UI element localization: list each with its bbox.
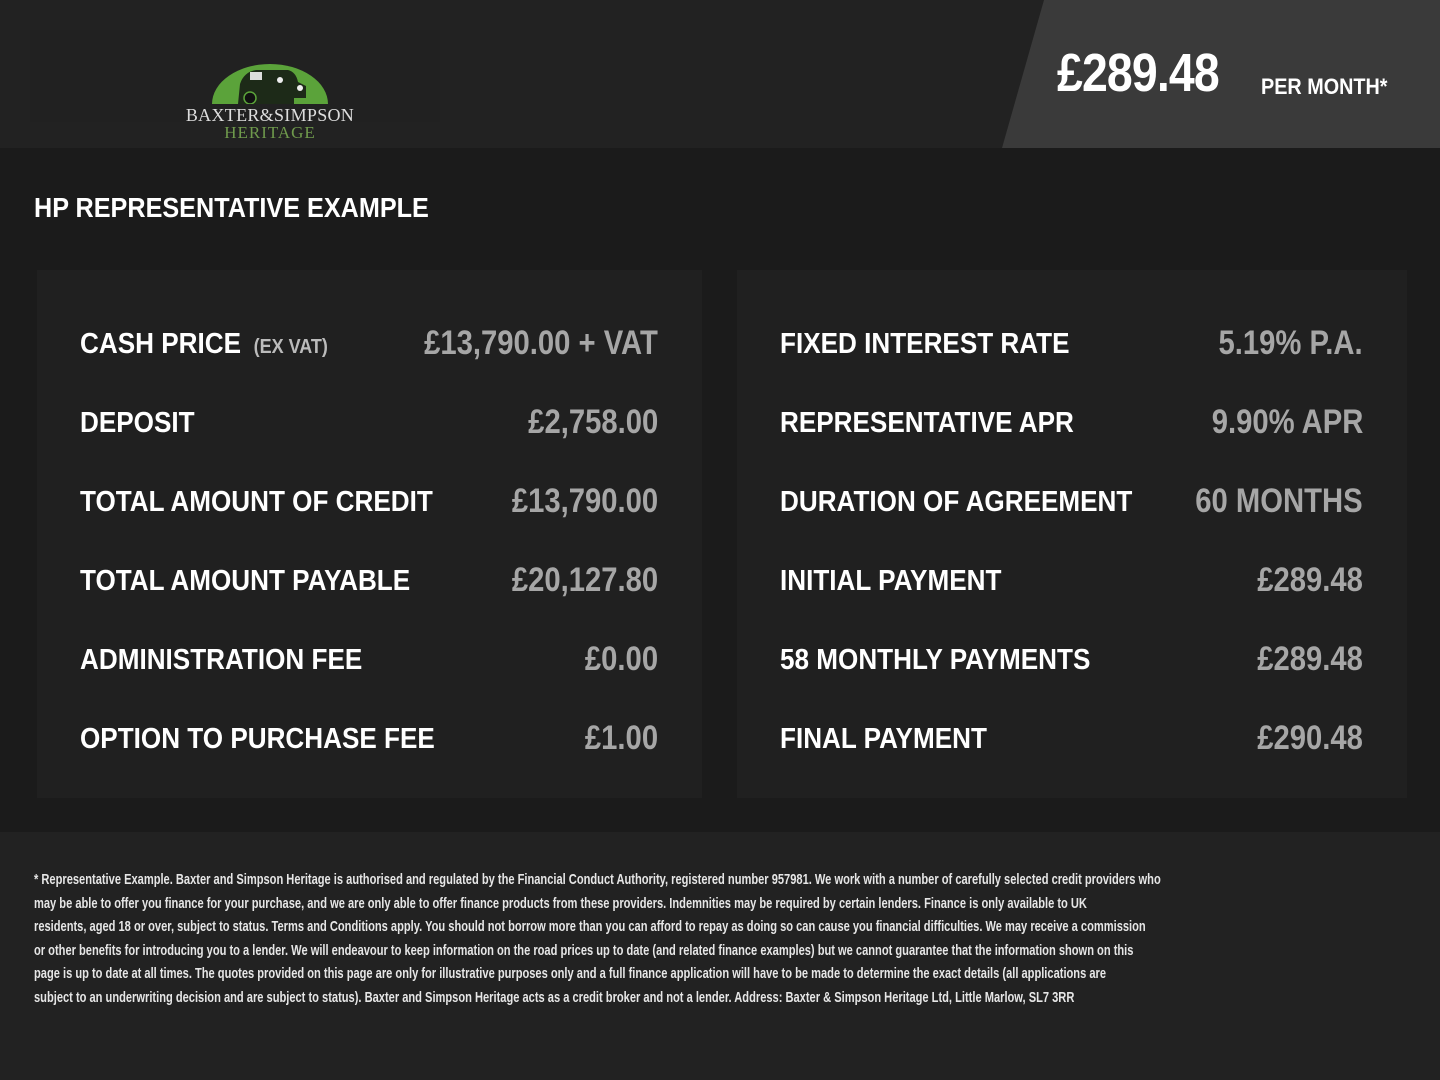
row-label-text: CASH PRICE bbox=[80, 328, 241, 360]
finance-row: DEPOSIT £2,758.00 bbox=[80, 403, 658, 443]
section-title: HP REPRESENTATIVE EXAMPLE bbox=[34, 192, 429, 223]
row-value: £289.48 bbox=[1257, 640, 1363, 678]
finance-row: FIXED INTEREST RATE 5.19% P.A. bbox=[780, 324, 1363, 364]
row-label: REPRESENTATIVE APR bbox=[780, 407, 1074, 440]
row-label: OPTION TO PURCHASE FEE bbox=[80, 723, 435, 756]
row-value: 60 MONTHS bbox=[1195, 482, 1363, 520]
row-label: 58 MONTHLY PAYMENTS bbox=[780, 644, 1090, 677]
finance-row: OPTION TO PURCHASE FEE £1.00 bbox=[80, 719, 658, 759]
left-finance-panel: CASH PRICE (EX VAT) £13,790.00 + VAT DEPOSI… bbox=[37, 270, 702, 798]
row-value: £0.00 bbox=[584, 640, 658, 678]
row-value: £20,127.80 bbox=[511, 561, 658, 599]
row-label-text: TOTAL AMOUNT OF CREDIT bbox=[80, 486, 433, 518]
row-label-text: DEPOSIT bbox=[80, 407, 195, 439]
row-value: £290.48 bbox=[1257, 719, 1363, 757]
row-label: TOTAL AMOUNT PAYABLE bbox=[80, 565, 410, 598]
row-label-text: FINAL PAYMENT bbox=[780, 723, 987, 755]
finance-row: REPRESENTATIVE APR 9.90% APR bbox=[780, 403, 1363, 443]
row-label-text: INITIAL PAYMENT bbox=[780, 565, 1002, 597]
row-value: £1.00 bbox=[584, 719, 658, 757]
row-value: 5.19% P.A. bbox=[1218, 324, 1363, 362]
logo-container[interactable]: BAXTER&SIMPSON HERITAGE bbox=[30, 30, 440, 141]
finance-row: TOTAL AMOUNT OF CREDIT £13,790.00 bbox=[80, 482, 658, 522]
row-value: 9.90% APR bbox=[1211, 403, 1363, 441]
row-value: £13,790.00 + VAT bbox=[424, 324, 658, 362]
monthly-price-box bbox=[1002, 0, 1440, 148]
row-label: INITIAL PAYMENT bbox=[780, 565, 1001, 598]
logo-text: BAXTER&SIMPSON bbox=[185, 105, 355, 125]
disclaimer-line: * Representative Example. Baxter and Sim… bbox=[34, 871, 1161, 888]
per-month-label: PER MONTH* bbox=[1261, 74, 1388, 99]
row-sublabel: (EX VAT) bbox=[253, 336, 328, 358]
car-logo-icon bbox=[212, 64, 328, 104]
finance-row: ADMINISTRATION FEE £0.00 bbox=[80, 640, 658, 680]
disclaimer-line: or other benefits for introducing you to… bbox=[34, 941, 1134, 959]
right-finance-panel: FIXED INTEREST RATE 5.19% P.A. REPRESENTAT… bbox=[737, 270, 1407, 798]
row-label: FINAL PAYMENT bbox=[780, 723, 987, 756]
disclaimer-line: page is up to date at all times. The quo… bbox=[34, 965, 1107, 983]
monthly-price: £289.48 bbox=[1057, 43, 1220, 103]
row-label: DURATION OF AGREEMENT bbox=[780, 486, 1132, 519]
row-value: £289.48 bbox=[1257, 561, 1363, 599]
disclaimer: * Representative Example. Baxter and Sim… bbox=[34, 868, 1440, 1010]
row-label-text: ADMINISTRATION FEE bbox=[80, 644, 363, 676]
row-label: CASH PRICE (EX VAT) bbox=[80, 328, 328, 361]
row-label-text: DURATION OF AGREEMENT bbox=[780, 486, 1133, 518]
row-value: £2,758.00 bbox=[527, 403, 658, 441]
row-label: FIXED INTEREST RATE bbox=[780, 328, 1070, 361]
row-label-text: 58 MONTHLY PAYMENTS bbox=[780, 644, 1091, 676]
finance-row: CASH PRICE (EX VAT) £13,790.00 + VAT bbox=[80, 324, 658, 364]
finance-row: INITIAL PAYMENT £289.48 bbox=[780, 561, 1363, 601]
logo-subtext: HERITAGE bbox=[224, 123, 316, 142]
finance-row: TOTAL AMOUNT PAYABLE £20,127.80 bbox=[80, 561, 658, 601]
logo: BAXTER&SIMPSON HERITAGE bbox=[180, 62, 360, 148]
row-label: ADMINISTRATION FEE bbox=[80, 644, 362, 677]
row-label: TOTAL AMOUNT OF CREDIT bbox=[80, 486, 433, 519]
row-label-text: OPTION TO PURCHASE FEE bbox=[80, 723, 435, 755]
finance-row: DURATION OF AGREEMENT 60 MONTHS bbox=[780, 482, 1363, 522]
row-label-text: REPRESENTATIVE APR bbox=[780, 407, 1074, 439]
finance-row: 58 MONTHLY PAYMENTS £289.48 bbox=[780, 640, 1363, 680]
row-label: DEPOSIT bbox=[80, 407, 195, 440]
finance-row: FINAL PAYMENT £290.48 bbox=[780, 719, 1363, 759]
disclaimer-line: may be able to offer you finance for you… bbox=[34, 894, 1087, 912]
header: BAXTER&SIMPSON HERITAGE £289.48 PER MONT… bbox=[0, 0, 1440, 148]
row-label-text: FIXED INTEREST RATE bbox=[780, 328, 1070, 360]
row-value: £13,790.00 bbox=[511, 482, 658, 520]
row-label-text: TOTAL AMOUNT PAYABLE bbox=[80, 565, 411, 597]
footer: * Representative Example. Baxter and Sim… bbox=[0, 832, 1440, 1080]
disclaimer-line: residents, aged 18 or over, subject to s… bbox=[34, 918, 1146, 936]
disclaimer-line: subject to an underwriting decision and … bbox=[34, 988, 1075, 1006]
